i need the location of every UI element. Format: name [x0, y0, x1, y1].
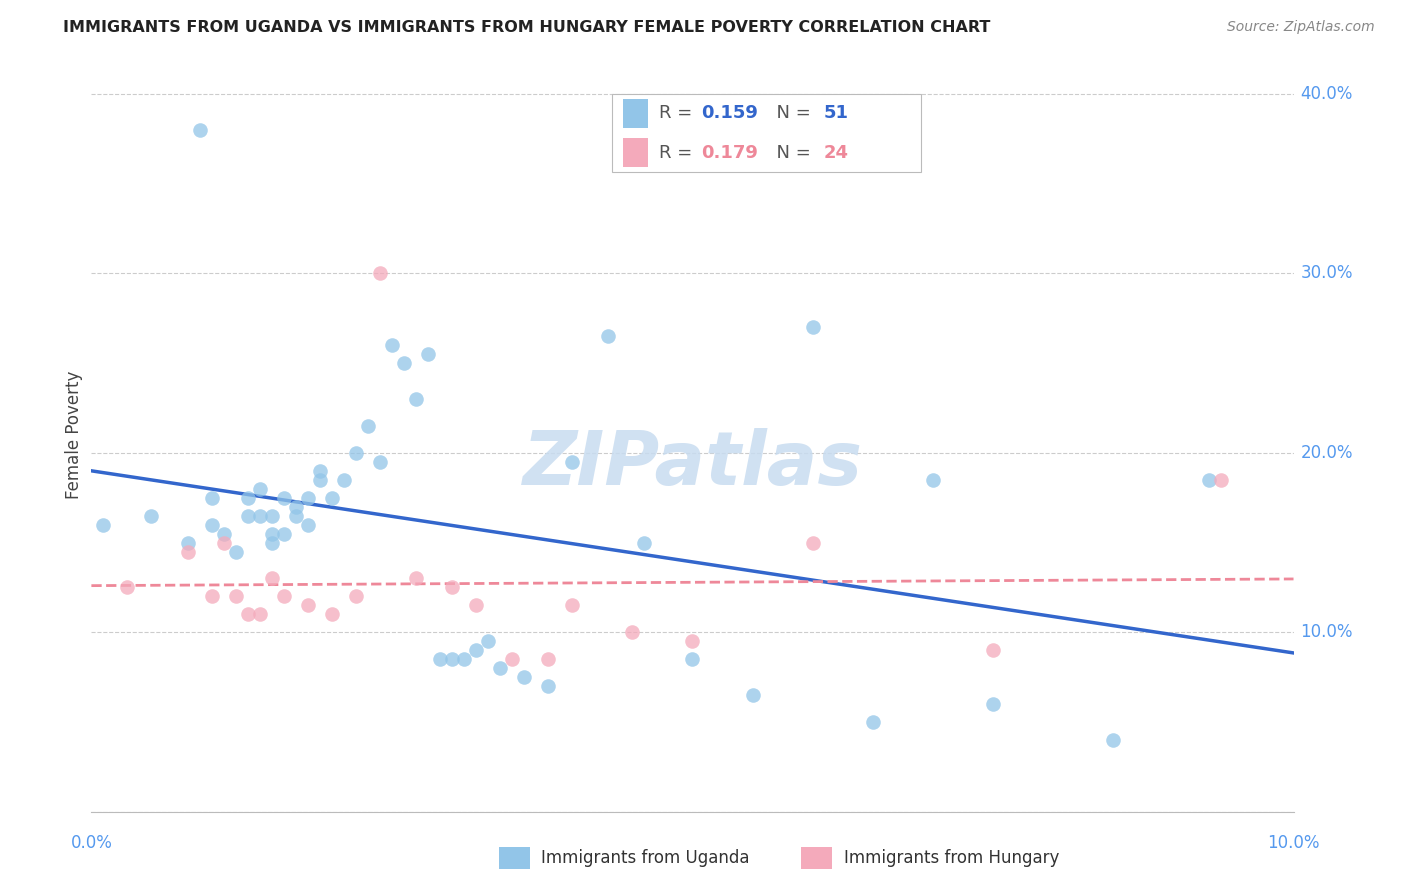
Point — [176, 544, 198, 558]
Point — [333, 473, 356, 487]
Text: IMMIGRANTS FROM UGANDA VS IMMIGRANTS FROM HUNGARY FEMALE POVERTY CORRELATION CHA: IMMIGRANTS FROM UGANDA VS IMMIGRANTS FRO… — [63, 20, 991, 35]
Point — [633, 535, 655, 549]
Point — [117, 581, 139, 595]
Text: Immigrants from Hungary: Immigrants from Hungary — [844, 849, 1059, 867]
Point — [273, 590, 295, 604]
Point — [321, 607, 343, 622]
Point — [93, 517, 115, 532]
Point — [405, 571, 427, 585]
Text: 0.179: 0.179 — [702, 144, 758, 161]
Point — [537, 679, 560, 693]
Point — [453, 652, 475, 666]
Point — [368, 266, 391, 280]
Point — [212, 526, 235, 541]
Point — [236, 491, 259, 505]
Point — [297, 491, 319, 505]
Point — [344, 590, 367, 604]
Point — [249, 607, 271, 622]
Text: ZIPatlas: ZIPatlas — [523, 428, 862, 501]
Point — [225, 590, 247, 604]
Text: Source: ZipAtlas.com: Source: ZipAtlas.com — [1227, 20, 1375, 34]
Point — [273, 491, 295, 505]
Point — [561, 455, 583, 469]
Point — [188, 122, 211, 136]
Point — [465, 599, 488, 613]
Point — [561, 599, 583, 613]
Point — [297, 599, 319, 613]
Point — [1211, 473, 1233, 487]
Point — [392, 356, 415, 370]
Point — [440, 581, 463, 595]
Point — [801, 535, 824, 549]
Text: 24: 24 — [824, 144, 849, 161]
Point — [440, 652, 463, 666]
Point — [477, 634, 499, 648]
Point — [922, 473, 945, 487]
Text: N =: N = — [765, 144, 817, 161]
Point — [308, 473, 330, 487]
Text: R =: R = — [659, 104, 699, 122]
Point — [260, 571, 283, 585]
Point — [381, 338, 404, 352]
Point — [201, 517, 224, 532]
Point — [368, 455, 391, 469]
Point — [862, 714, 884, 729]
Point — [405, 392, 427, 406]
Text: R =: R = — [659, 144, 699, 161]
Point — [681, 652, 703, 666]
Text: 0.0%: 0.0% — [70, 834, 112, 852]
Point — [249, 508, 271, 523]
Point — [681, 634, 703, 648]
Point — [598, 329, 620, 343]
Point — [176, 535, 198, 549]
Point — [212, 535, 235, 549]
Point — [284, 500, 307, 514]
Point — [260, 508, 283, 523]
Point — [260, 526, 283, 541]
Point — [1102, 733, 1125, 747]
Point — [489, 661, 512, 675]
Y-axis label: Female Poverty: Female Poverty — [65, 371, 83, 499]
Point — [501, 652, 523, 666]
Text: Immigrants from Uganda: Immigrants from Uganda — [541, 849, 749, 867]
Point — [273, 526, 295, 541]
Point — [981, 643, 1004, 657]
Point — [321, 491, 343, 505]
Point — [297, 517, 319, 532]
Text: 30.0%: 30.0% — [1301, 264, 1353, 283]
Text: 10.0%: 10.0% — [1267, 834, 1320, 852]
Point — [201, 491, 224, 505]
Text: 51: 51 — [824, 104, 849, 122]
Text: 10.0%: 10.0% — [1301, 624, 1353, 641]
Point — [741, 688, 763, 702]
Point — [249, 482, 271, 496]
Point — [236, 508, 259, 523]
Point — [225, 544, 247, 558]
Point — [308, 464, 330, 478]
Point — [465, 643, 488, 657]
Point — [141, 508, 163, 523]
Text: 20.0%: 20.0% — [1301, 444, 1353, 462]
Point — [1198, 473, 1220, 487]
Point — [236, 607, 259, 622]
Text: 0.159: 0.159 — [702, 104, 758, 122]
Point — [981, 697, 1004, 711]
Point — [357, 418, 380, 433]
Point — [621, 625, 644, 640]
Text: 40.0%: 40.0% — [1301, 85, 1353, 103]
Point — [284, 508, 307, 523]
Text: N =: N = — [765, 104, 817, 122]
Point — [201, 590, 224, 604]
Point — [416, 347, 439, 361]
Point — [801, 320, 824, 334]
Point — [537, 652, 560, 666]
Point — [260, 535, 283, 549]
Point — [429, 652, 451, 666]
Point — [344, 446, 367, 460]
Point — [513, 670, 536, 684]
